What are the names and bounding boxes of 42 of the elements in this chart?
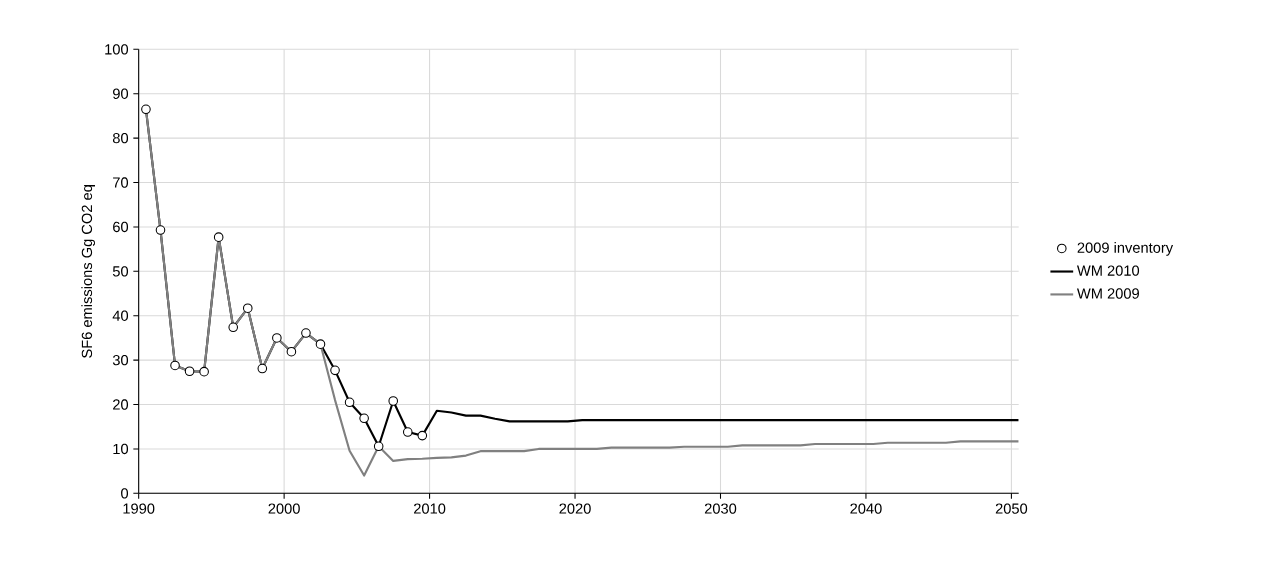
x-tick-label: 2040 <box>850 503 882 514</box>
point <box>344 397 355 408</box>
point <box>359 413 369 424</box>
point <box>257 363 268 374</box>
x-tick-label: 1990 <box>123 503 155 514</box>
point <box>417 430 428 441</box>
x-tick-label: 2020 <box>559 503 591 514</box>
point <box>373 441 384 452</box>
y-tick-label: 80 <box>112 132 129 144</box>
y-tick-label: 60 <box>113 221 129 233</box>
y-tick-label: 90 <box>113 88 129 99</box>
point <box>330 365 340 376</box>
point <box>141 104 151 115</box>
y-tick-label: 70 <box>113 177 129 188</box>
point <box>301 328 311 338</box>
x-tick-label: 2010 <box>414 503 446 514</box>
point <box>272 333 282 343</box>
point <box>155 225 166 235</box>
point <box>170 360 180 371</box>
y-tick-label: 40 <box>112 310 129 321</box>
y-tick-label: 50 <box>112 266 129 277</box>
y-tick-label: 0 <box>121 488 129 499</box>
y-tick-label: 20 <box>113 399 129 410</box>
x-tick-label: 2050 <box>995 503 1028 514</box>
point <box>228 322 239 333</box>
legend-label: WM 2009 <box>1076 288 1139 299</box>
y-axis-title: SF6 emissions Gg CO2 eq <box>81 185 95 358</box>
y-tick-label: 10 <box>113 443 129 455</box>
point <box>213 232 224 242</box>
x-tick-label: 2000 <box>268 503 300 514</box>
y-tick-label: 30 <box>112 354 129 366</box>
point <box>402 427 413 437</box>
point <box>286 346 297 357</box>
x-tick-label: 2030 <box>704 503 737 514</box>
point <box>184 366 195 377</box>
point <box>199 366 209 377</box>
y-tick-label: 100 <box>105 44 129 55</box>
legend-label: 2009 inventory <box>1077 242 1174 256</box>
point <box>388 396 399 406</box>
point <box>242 303 253 313</box>
legend-label: WM 2010 <box>1076 265 1140 276</box>
point <box>315 339 326 349</box>
